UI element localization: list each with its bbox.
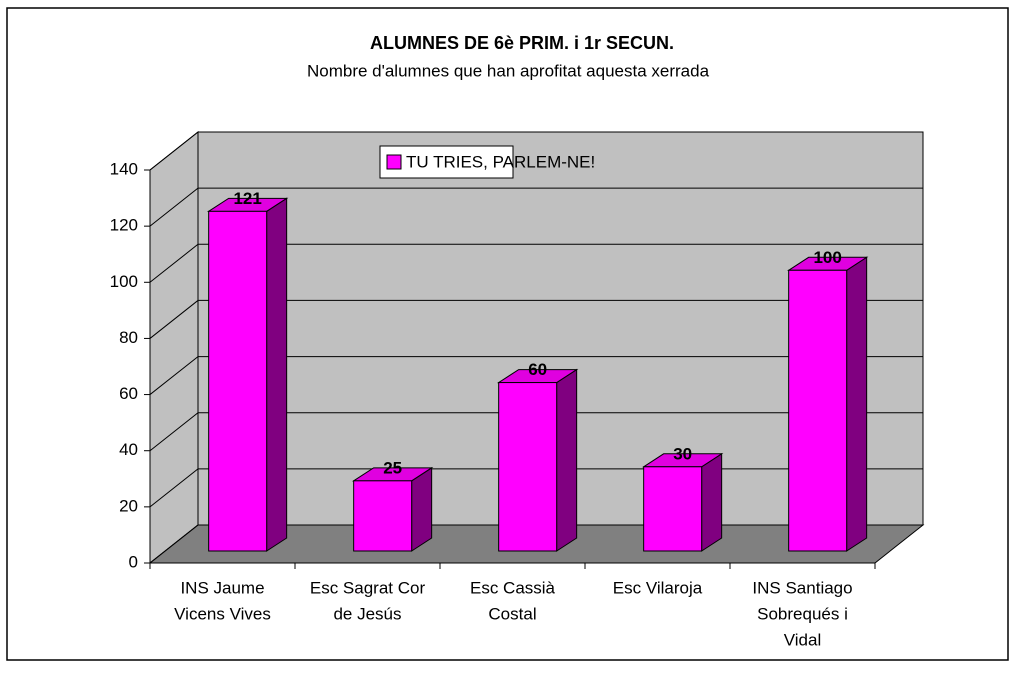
- x-tick-label: INS Jaume: [180, 578, 264, 597]
- x-tick-label: Costal: [488, 604, 536, 623]
- data-label: 25: [383, 458, 402, 477]
- bar-side: [556, 368, 578, 552]
- grid-line: [149, 187, 923, 227]
- y-tick-label: 20: [119, 496, 138, 515]
- data-label: 121: [233, 189, 261, 208]
- chart-subtitle: Nombre d'alumnes que han aprofitat aques…: [307, 61, 710, 80]
- bar-side: [701, 452, 723, 552]
- x-tick-label: INS Santiago: [752, 578, 852, 597]
- bar: [353, 480, 413, 552]
- y-tick-label: 80: [119, 328, 138, 347]
- x-tick-label: Vidal: [784, 630, 822, 649]
- bar: [788, 269, 848, 552]
- grid-line: [149, 131, 923, 171]
- bar-side: [846, 256, 868, 552]
- data-label: 60: [528, 360, 547, 379]
- y-tick-label: 120: [110, 216, 138, 235]
- data-label: 30: [673, 444, 692, 463]
- bar: [208, 210, 268, 552]
- y-tick-label: 60: [119, 384, 138, 403]
- x-tick-label: Vicens Vives: [174, 604, 271, 623]
- grid-line: [149, 299, 923, 339]
- x-tick-label: Esc Sagrat Cor: [310, 578, 426, 597]
- grid-line: [149, 412, 923, 452]
- y-tick-label: 0: [129, 552, 138, 571]
- bar: [498, 382, 558, 552]
- bar-side: [266, 197, 288, 552]
- bar-side: [411, 466, 433, 552]
- bar: [643, 466, 703, 552]
- x-tick-label: Sobrequés i: [757, 604, 848, 623]
- grid-line: [149, 356, 923, 395]
- data-label: 100: [813, 248, 841, 267]
- x-tick-label: de Jesús: [333, 604, 401, 623]
- y-tick-label: 100: [110, 272, 138, 291]
- legend-label: TU TRIES, PARLEM-NE!: [406, 152, 595, 171]
- x-tick-label: Esc Vilaroja: [613, 578, 703, 597]
- y-tick-label: 140: [110, 159, 138, 178]
- legend-swatch: [386, 154, 402, 170]
- x-tick-label: Esc Cassià: [470, 578, 556, 597]
- side-wall: [149, 130, 199, 565]
- legend-box: [379, 145, 514, 179]
- grid-line: [149, 243, 923, 283]
- chart-title: ALUMNES DE 6è PRIM. i 1r SECUN.: [370, 33, 674, 53]
- y-tick-label: 40: [119, 440, 138, 459]
